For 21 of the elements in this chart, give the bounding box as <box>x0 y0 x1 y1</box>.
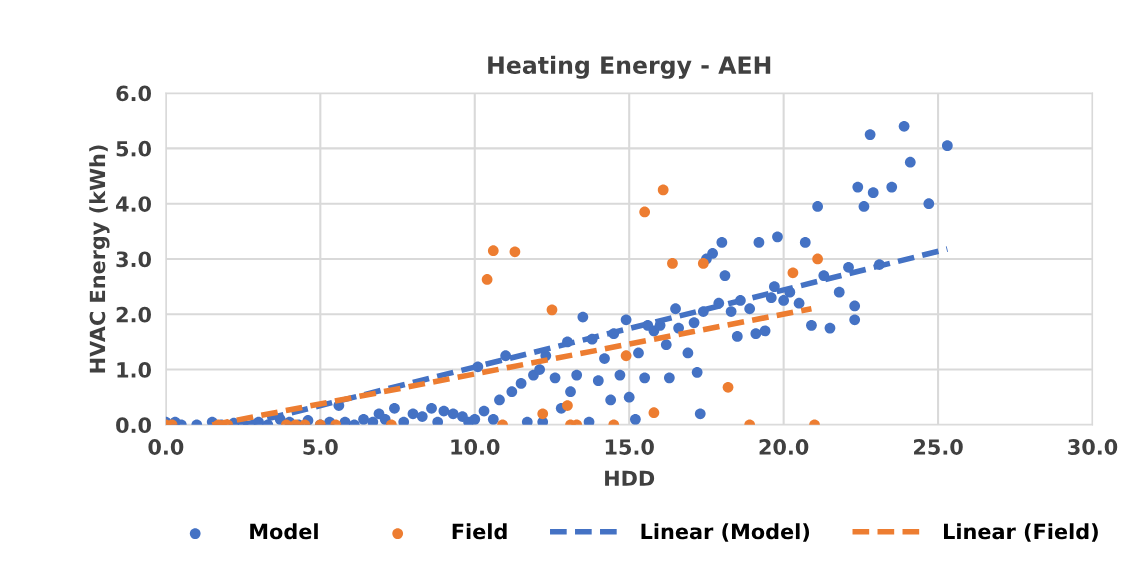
x-tick-label: 10.0 <box>451 439 500 455</box>
x-tick-label: 0.0 <box>148 439 184 455</box>
legend-label: Linear (Model) <box>641 523 810 542</box>
x-axis-title: HDD <box>605 470 655 486</box>
y-tick-label: 0.0 <box>116 417 151 434</box>
y-tick-label: 3.0 <box>116 251 151 268</box>
x-tick-label: 20.0 <box>759 439 809 455</box>
y-tick-label: 5.0 <box>116 140 151 157</box>
legend-label: Field <box>452 523 507 540</box>
y-tick-label: 6.0 <box>116 85 151 102</box>
x-tick-label: 15.0 <box>605 439 654 455</box>
y-axis-title: HVAC Energy (kWh) <box>89 145 110 373</box>
y-tick-label: 1.0 <box>117 362 151 378</box>
chart-title: Heating Energy - AEH <box>488 55 771 79</box>
legend-label: Linear (Field) <box>944 523 1098 542</box>
y-tick-label: 2.0 <box>116 306 151 323</box>
x-tick-label: 30.0 <box>1068 439 1118 455</box>
x-tick-label: 5.0 <box>303 439 338 455</box>
y-tick-label: 4.0 <box>116 196 151 212</box>
legend-label: Model <box>250 523 318 540</box>
x-tick-label: 25.0 <box>914 439 963 455</box>
